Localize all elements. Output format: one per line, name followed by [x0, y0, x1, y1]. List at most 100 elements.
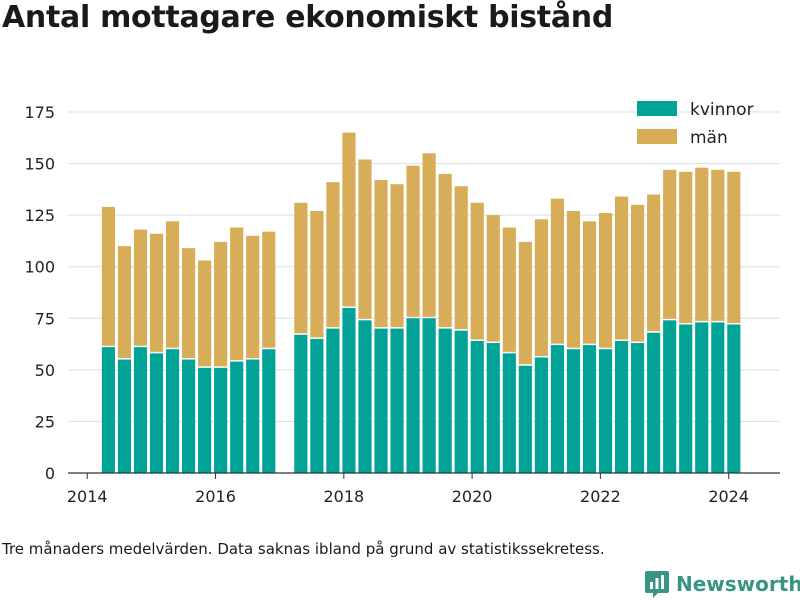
bar-man [598, 213, 613, 348]
bar-man [214, 241, 228, 367]
bar-man [262, 231, 276, 348]
bar-kvinnor [454, 330, 468, 473]
bar-kvinnor [534, 357, 548, 473]
x-tick-label: 2020 [452, 487, 493, 506]
bar-man [246, 235, 260, 359]
bar-man [438, 173, 452, 328]
y-tick-label: 125 [24, 206, 55, 225]
bar-man [117, 246, 132, 359]
y-tick-label: 150 [24, 155, 55, 174]
bar-kvinnor [101, 347, 115, 473]
bar-man [695, 167, 709, 321]
bar-kvinnor [246, 359, 260, 473]
newsworthy-logo[interactable]: Newsworthy [644, 568, 800, 600]
bar-kvinnor [614, 340, 629, 473]
chart-caption: Tre månaders medelvärden. Data saknas ib… [2, 540, 605, 558]
y-tick-label: 50 [35, 361, 55, 380]
bar-kvinnor [518, 365, 532, 473]
bar-kvinnor [182, 359, 196, 473]
bar-man [133, 229, 148, 346]
bar-man [230, 227, 244, 361]
bar-kvinnor [358, 320, 372, 473]
y-tick-label: 25 [35, 412, 55, 431]
bar-kvinnor [631, 343, 645, 473]
bar-man [486, 215, 500, 342]
bar-kvinnor [727, 324, 741, 473]
bar-kvinnor [566, 349, 581, 473]
bar-kvinnor [438, 328, 452, 473]
x-tick-label: 2016 [195, 487, 236, 506]
bar-man [550, 198, 564, 344]
bar-kvinnor [486, 343, 500, 473]
bar-man [566, 211, 581, 348]
bar-man [390, 184, 404, 328]
x-axis: 2014 2016 2018 2020 2022 2024 [67, 472, 780, 506]
bar-kvinnor [390, 328, 404, 473]
chart-title: Antal mottagare ekonomiskt bistånd [2, 0, 614, 35]
legend-swatch-kvinnor [637, 101, 677, 116]
bar-man [502, 227, 516, 352]
newsworthy-brand-name: Newsworthy [676, 572, 800, 596]
stacked-bar-chart: 0 25 50 75 100 125 150 175 2014 2016 2018 2020 2022… [24, 100, 780, 506]
bar-man [631, 204, 645, 342]
bar-man [165, 221, 180, 348]
bar-kvinnor [663, 320, 677, 473]
bar-kvinnor [198, 367, 212, 473]
bar-man [358, 159, 372, 319]
bar-kvinnor [294, 334, 308, 473]
y-axis: 0 25 50 75 100 125 150 175 [24, 103, 55, 483]
bar-man [326, 182, 340, 328]
bar-kvinnor [149, 353, 164, 473]
bar-man [582, 221, 597, 344]
legend-label-man: män [690, 128, 728, 148]
bar-man [518, 241, 532, 365]
bar-man [198, 260, 212, 367]
newsworthy-logo-icon [645, 571, 669, 598]
bar-man [647, 194, 661, 332]
bar-man [534, 219, 548, 356]
bar-kvinnor [310, 338, 324, 473]
x-tick-label: 2014 [67, 487, 108, 506]
bar-kvinnor [582, 345, 597, 473]
bar-kvinnor [133, 347, 148, 473]
bar-kvinnor [679, 324, 693, 473]
bar-kvinnor [550, 345, 564, 473]
bar-kvinnor [598, 349, 613, 473]
y-tick-label: 0 [45, 464, 55, 483]
bar-kvinnor [117, 359, 132, 473]
bar-man [182, 248, 196, 359]
bar-kvinnor [326, 328, 340, 473]
bar-kvinnor [470, 340, 484, 473]
bar-kvinnor [165, 349, 180, 473]
bar-kvinnor [214, 367, 228, 473]
bar-man [454, 186, 468, 330]
bar-man [310, 211, 324, 338]
bar-man [342, 132, 356, 307]
bars [101, 132, 741, 473]
bar-kvinnor [502, 353, 516, 473]
legend: kvinnor män [637, 100, 754, 148]
bar-man [101, 206, 115, 346]
bar-man [294, 202, 308, 334]
bar-man [422, 153, 436, 317]
x-tick-label: 2018 [323, 487, 364, 506]
bar-kvinnor [422, 318, 436, 473]
bar-kvinnor [262, 349, 276, 473]
bar-man [663, 169, 677, 319]
bar-kvinnor [647, 332, 661, 473]
bar-kvinnor [342, 307, 356, 473]
bar-kvinnor [695, 322, 709, 473]
bar-man [406, 165, 420, 317]
bar-man [149, 233, 164, 352]
bar-man [470, 202, 484, 340]
bar-kvinnor [711, 322, 725, 473]
legend-label-kvinnor: kvinnor [690, 100, 754, 120]
bar-man [614, 196, 629, 340]
bar-kvinnor [374, 328, 388, 473]
bar-kvinnor [230, 361, 244, 473]
bar-man [679, 171, 693, 323]
bar-man [374, 180, 388, 328]
y-tick-label: 175 [24, 103, 55, 122]
bar-man [711, 169, 725, 321]
bar-kvinnor [406, 318, 420, 473]
